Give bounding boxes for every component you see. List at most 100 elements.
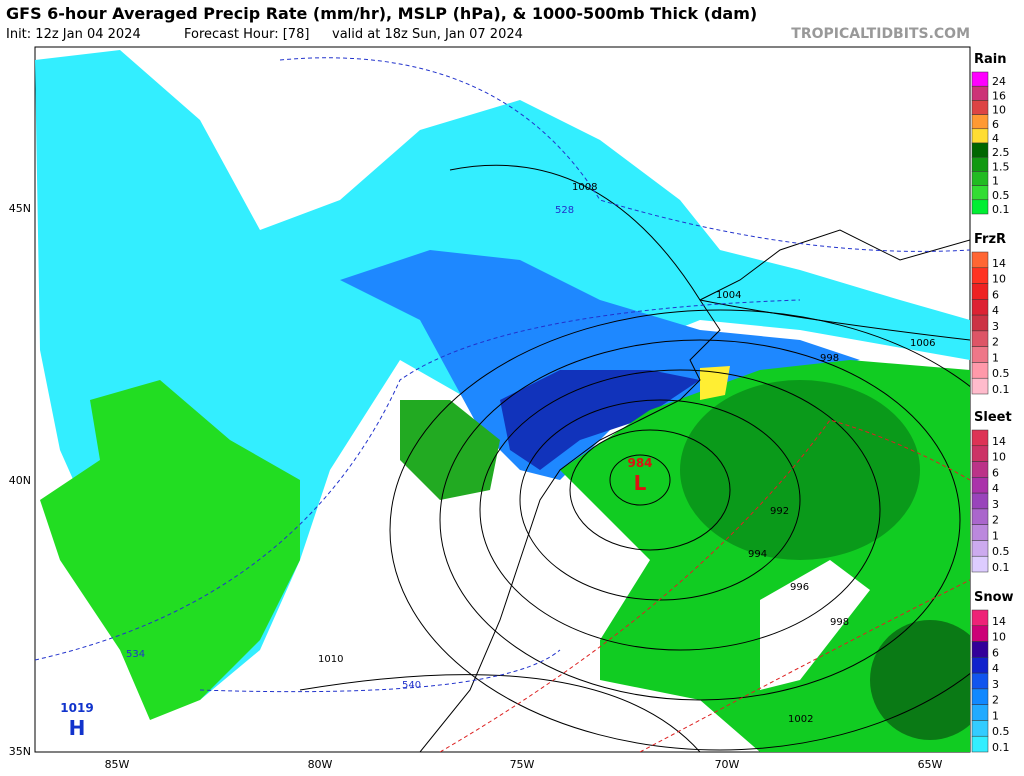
legend-label: 14 [992, 435, 1006, 448]
legend-title: Sleet [974, 410, 1012, 425]
legend-swatch [971, 555, 989, 573]
legend-swatch [971, 330, 989, 347]
legend-swatch [971, 492, 989, 510]
legend-label: 0.5 [992, 189, 1010, 202]
legend-label: 0.1 [992, 561, 1010, 574]
legend-swatch [971, 299, 989, 316]
legend-label: 1 [992, 175, 999, 188]
mix-spot [700, 366, 730, 400]
lat-label: 45N [9, 202, 31, 215]
legend-swatch [971, 283, 989, 300]
legend-swatch [971, 71, 989, 87]
legend-swatch [971, 346, 989, 363]
coastline [419, 229, 970, 752]
lon-label: 75W [510, 758, 535, 771]
legend-label: 4 [992, 132, 999, 145]
map: 1008 1004 1006 998 992 994 996 998 1002 … [34, 46, 971, 753]
legend-label: 0.5 [992, 545, 1010, 558]
legend-swatch [971, 641, 989, 658]
thickness-label: 534 [126, 649, 145, 660]
legend-swatch [971, 362, 989, 379]
lat-label: 40N [9, 474, 31, 487]
isobar-label: 1002 [788, 714, 813, 725]
lon-label: 80W [308, 758, 333, 771]
legend-label: 2 [992, 694, 999, 707]
legend-swatch [971, 720, 989, 737]
source: TROPICALTIDBITS.COM [791, 26, 970, 42]
legend-swatch [971, 609, 989, 627]
rain-moderate [680, 380, 920, 560]
legend-label: 0.5 [992, 367, 1010, 380]
legend-swatch [971, 85, 989, 101]
thickness-warm-2 [639, 579, 970, 752]
legend-swatch [971, 377, 989, 395]
legend-label: 1.5 [992, 160, 1010, 173]
legend-label: 6 [992, 466, 999, 479]
legend-label: 3 [992, 498, 999, 511]
init-time: Init: 12z Jan 04 2024 [6, 27, 141, 42]
legend-swatch [971, 477, 989, 494]
rain-light-west [40, 380, 300, 720]
legend-label: 0.5 [992, 725, 1010, 738]
legend-swatch [971, 156, 989, 172]
legend-swatch [971, 171, 989, 186]
thickness-label: 528 [555, 205, 574, 216]
legend-label: 1 [992, 529, 999, 542]
legend-label: 10 [992, 451, 1006, 464]
isobar-label: 994 [748, 549, 767, 560]
legend-swatch [971, 704, 989, 721]
legend-label: 0.1 [992, 203, 1010, 216]
legend-label: 1 [992, 709, 999, 722]
thickness-540 [199, 649, 561, 693]
legend-label: 2 [992, 336, 999, 349]
legend-label: 4 [992, 482, 999, 495]
lon-label: 65W [918, 758, 943, 771]
snow-heavy [500, 370, 700, 470]
legend-swatch [971, 429, 989, 447]
lon-label: 85W [105, 758, 130, 771]
legend-swatch [971, 314, 989, 332]
rain-interior [400, 400, 500, 500]
legend-swatch [971, 461, 989, 478]
legend-swatch [971, 657, 989, 674]
isobar-label: 1010 [318, 654, 343, 665]
legend-swatch [971, 445, 989, 462]
lat-label: 35N [9, 745, 31, 758]
legend-swatch [971, 508, 989, 525]
legend-swatch [971, 688, 989, 705]
legend-label: 0.1 [992, 741, 1010, 754]
valid-time: valid at 18z Sun, Jan 07 2024 [332, 27, 523, 42]
isobar-label: 998 [830, 617, 849, 628]
legend: Rain241610642.51.510.50.1FrzR1410643210.… [971, 52, 1014, 754]
legend-label: 0.1 [992, 383, 1010, 396]
legend-swatch [971, 128, 989, 144]
legend-swatch [971, 540, 989, 557]
dry-gap [760, 560, 870, 690]
low-letter: L [634, 471, 647, 495]
legend-label: 24 [992, 75, 1006, 88]
legend-label: 3 [992, 320, 999, 333]
isobars [299, 164, 970, 752]
legend-label: 16 [992, 89, 1006, 102]
legend-label: 10 [992, 104, 1006, 117]
legend-swatch [971, 100, 989, 115]
legend-label: 14 [992, 615, 1006, 628]
legend-title: Rain [974, 52, 1007, 67]
thickness-label: 540 [402, 680, 421, 691]
legend-label: 1 [992, 351, 999, 364]
legend-swatch [971, 672, 989, 690]
legend-label: 6 [992, 118, 999, 131]
rain-heavy [870, 620, 970, 740]
isobar-label: 992 [770, 506, 789, 517]
legend-label: 10 [992, 631, 1006, 644]
legend-swatch [971, 199, 989, 215]
isobar-label: 998 [820, 353, 839, 364]
axis-labels: 45N 40N 35N 85W 80W 75W 70W 65W [9, 202, 943, 771]
legend-title: FrzR [974, 232, 1006, 247]
high-pressure: 1019 [60, 701, 93, 715]
thickness-534 [35, 299, 801, 661]
snow-moderate [340, 250, 860, 480]
isobar-label: 1006 [910, 338, 935, 349]
legend-swatch [971, 114, 989, 130]
